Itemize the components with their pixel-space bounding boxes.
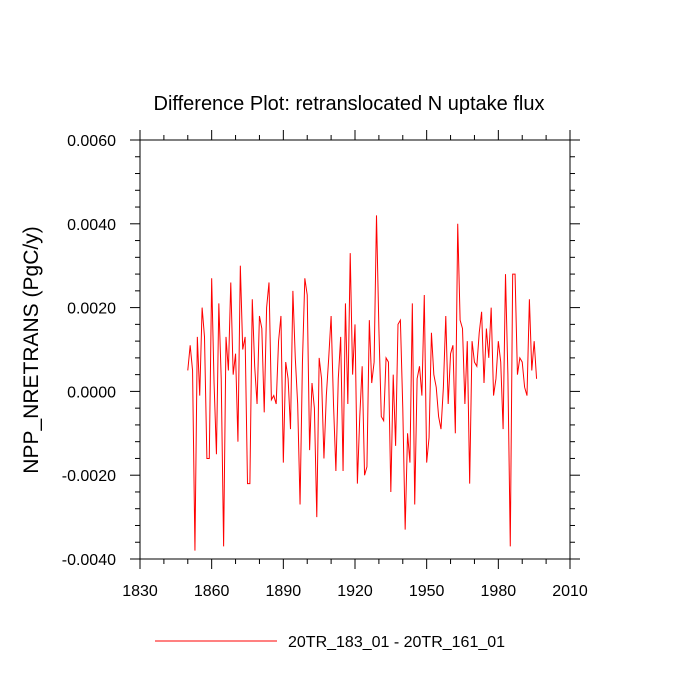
y-tick-label: 0.0040 (67, 217, 116, 234)
plot-frame (139, 139, 571, 560)
legend-label: 20TR_183_01 - 20TR_161_01 (288, 634, 505, 651)
y-tick-label: 0.0020 (67, 301, 116, 318)
x-tick-label: 1890 (266, 583, 302, 600)
y-tick-label: 0.0000 (67, 384, 116, 401)
x-tick-label: 1980 (481, 583, 517, 600)
axis-ticks (130, 130, 580, 569)
chart-title: Difference Plot: retranslocated N uptake… (154, 93, 545, 115)
y-tick-label: -0.0020 (62, 468, 116, 485)
x-tick-label: 1830 (122, 583, 158, 600)
x-tick-label: 1950 (409, 583, 445, 600)
tick-labels: 1830 1860 1890 1920 1950 1980 2010 -0.0040 -0.00… (62, 133, 588, 600)
legend: 20TR_183_01 - 20TR_161_01 (155, 634, 505, 651)
series-layer (187, 215, 538, 551)
y-tick-label: 0.0060 (67, 133, 116, 150)
x-tick-label: 1860 (194, 583, 230, 600)
series-line (187, 215, 538, 551)
y-tick-label: -0.0040 (62, 552, 116, 569)
x-tick-label: 1920 (337, 583, 373, 600)
y-axis-label: NPP_NRETRANS (PgC/y) (20, 226, 43, 473)
x-tick-label: 2010 (552, 583, 588, 600)
